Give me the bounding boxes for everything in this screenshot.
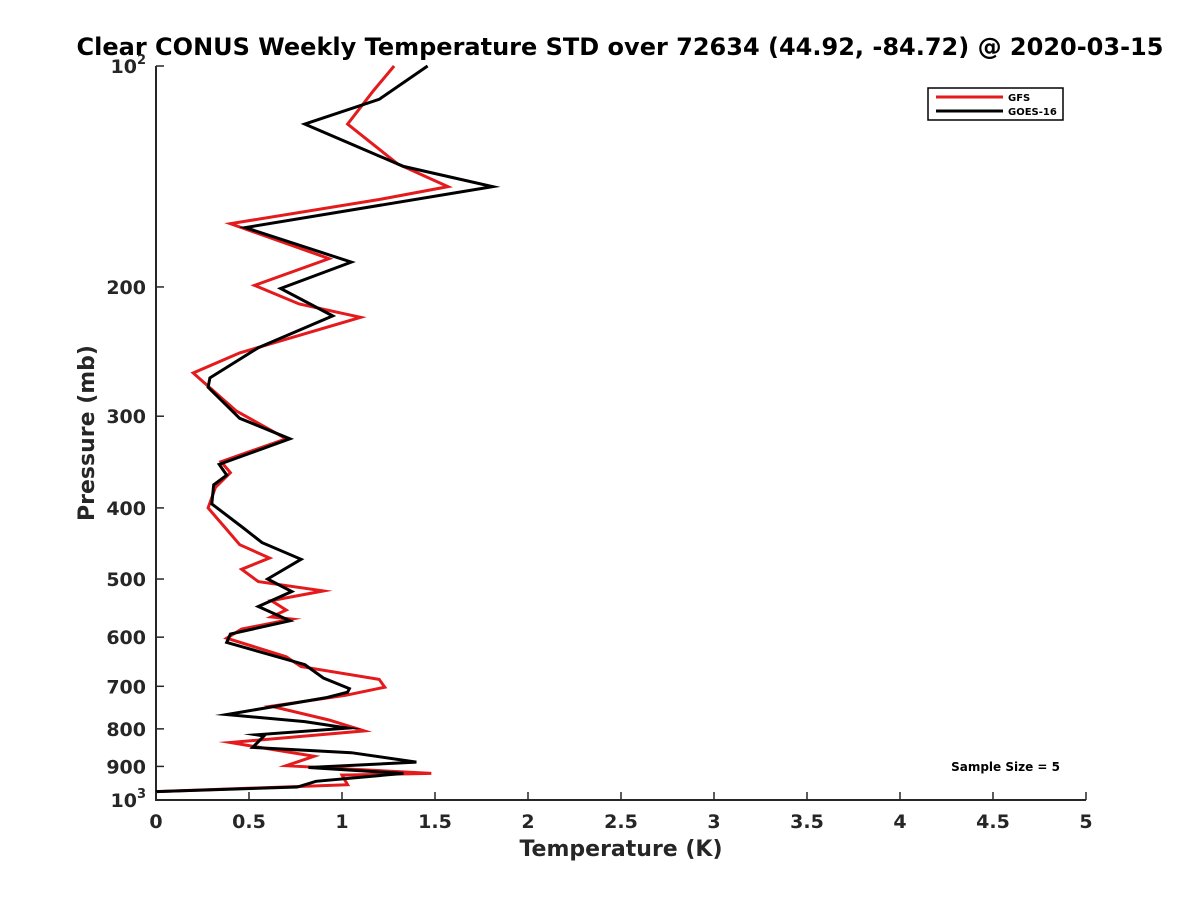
x-tick-label: 0.5 (232, 811, 266, 833)
y-tick-label: 400 (106, 498, 146, 520)
y-axis-ticks: 102 200 300 400 500 600 700 800 900 103 (106, 53, 164, 812)
x-tick-label: 3 (707, 811, 720, 833)
series-line-goes-16 (155, 64, 501, 794)
y-tick-label: 102 (111, 53, 147, 78)
y-tick-label: 103 (111, 787, 147, 812)
legend: GFS GOES-16 (927, 87, 1064, 121)
series-line-gfs (155, 65, 453, 794)
x-tick-label: 4.5 (976, 811, 1010, 833)
x-tick-label: 1 (335, 811, 348, 833)
plot-area: 0 0.5 1 1.5 2 2.5 3 3.5 4 4.5 5 102 200 300 400 500 600… (106, 53, 1092, 833)
chart-title: Clear CONUS Weekly Temperature STD over … (77, 33, 1164, 61)
y-tick-label: 900 (106, 756, 146, 778)
x-tick-label: 1.5 (418, 811, 452, 833)
x-tick-label: 5 (1079, 811, 1092, 833)
y-tick-label: 200 (106, 277, 146, 299)
x-tick-label: 0 (149, 811, 162, 833)
y-tick-label: 300 (106, 406, 146, 428)
x-tick-label: 3.5 (790, 811, 824, 833)
legend-label-gfs: GFS (1008, 93, 1030, 104)
axes-box (155, 66, 1086, 801)
x-tick-label: 2 (521, 811, 534, 833)
y-tick-label: 500 (106, 569, 146, 591)
y-tick-label: 800 (106, 719, 146, 741)
x-axis-label: Temperature (K) (519, 837, 722, 862)
sample-size-annotation: Sample Size = 5 (951, 760, 1060, 774)
x-tick-label: 2.5 (604, 811, 638, 833)
legend-box (927, 87, 1064, 121)
legend-label-goes-16: GOES-16 (1008, 107, 1057, 118)
x-axis-ticks: 0 0.5 1 1.5 2 2.5 3 3.5 4 4.5 5 (149, 792, 1093, 833)
y-tick-label: 700 (106, 676, 146, 698)
y-tick-label: 600 (106, 627, 146, 649)
y-axis-label: Pressure (mb) (75, 345, 100, 521)
series-layer (155, 64, 501, 794)
x-tick-label: 4 (893, 811, 906, 833)
